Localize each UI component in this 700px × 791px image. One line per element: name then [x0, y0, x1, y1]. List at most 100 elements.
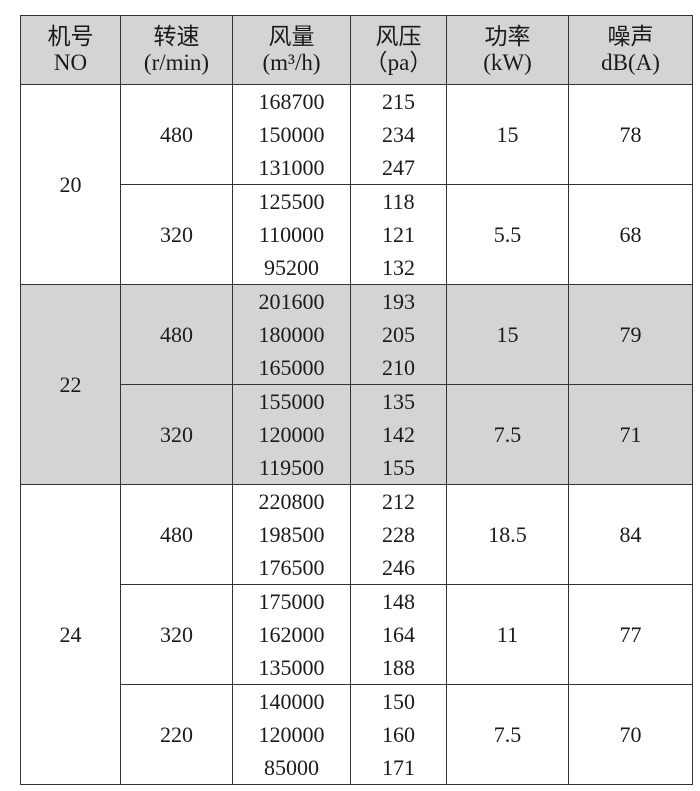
fan-spec-table: 机号 NO 转速 (r/min) 风量 (m³/h) 风压 （pa） 功率 (kW) 噪声… [20, 15, 693, 785]
table-row: 220 140000 150 7.5 70 [21, 684, 693, 785]
airflow-cell: 165000 [232, 351, 351, 385]
header-unit: （pa） [364, 50, 433, 75]
pressure-cell: 164 [350, 618, 447, 651]
power-cell: 11 [446, 584, 569, 685]
airflow-cell: 110000 [232, 218, 351, 251]
pressure-cell: 160 [350, 718, 447, 751]
table-row: 120000 160 [21, 718, 693, 751]
pressure-cell: 247 [350, 151, 447, 185]
pressure-cell: 135 [350, 384, 447, 418]
airflow-cell: 131000 [232, 151, 351, 185]
airflow-cell: 162000 [232, 618, 351, 651]
pressure-cell: 205 [350, 318, 447, 351]
header-unit: (kW) [483, 50, 532, 75]
header-noise: 噪声 dB(A) [568, 15, 693, 85]
speed-cell: 320 [120, 184, 233, 285]
airflow-cell: 180000 [232, 318, 351, 351]
noise-cell: 68 [568, 184, 693, 285]
table-row: 180000 205 [21, 318, 693, 351]
pressure-cell: 188 [350, 651, 447, 685]
speed-cell: 320 [120, 584, 233, 685]
airflow-cell: 155000 [232, 384, 351, 418]
noise-cell: 70 [568, 684, 693, 785]
airflow-cell: 176500 [232, 551, 351, 585]
table-row: 110000 121 [21, 218, 693, 251]
header-label: 转速 [153, 24, 200, 49]
pressure-cell: 118 [350, 184, 447, 218]
table-row: 320 155000 135 7.5 71 [21, 384, 693, 485]
airflow-cell: 119500 [232, 451, 351, 485]
airflow-cell: 120000 [232, 418, 351, 451]
speed-cell: 480 [120, 484, 233, 585]
airflow-cell: 85000 [232, 751, 351, 785]
airflow-cell: 175000 [232, 584, 351, 618]
pressure-cell: 148 [350, 584, 447, 618]
airflow-cell: 220800 [232, 484, 351, 518]
speed-cell: 220 [120, 684, 233, 785]
table-row: 22 480 201600 193 15 79 [20, 284, 693, 485]
table-row: 198500 228 [21, 518, 693, 551]
header-unit: (r/min) [143, 50, 210, 75]
header-label: 功率 [484, 24, 531, 49]
pressure-cell: 210 [350, 351, 447, 385]
header-row: 机号 NO 转速 (r/min) 风量 (m³/h) 风压 （pa） 功率 (kW) 噪声… [20, 15, 693, 85]
table-row: 135000 188 [21, 651, 693, 685]
pressure-cell: 234 [350, 118, 447, 151]
header-label: 噪声 [607, 24, 654, 49]
airflow-cell: 150000 [232, 118, 351, 151]
airflow-cell: 125500 [232, 184, 351, 218]
noise-cell: 71 [568, 384, 693, 485]
table-row: 20 480 168700 215 15 78 [20, 84, 693, 285]
table-row: 120000 142 [21, 418, 693, 451]
machine-no-cell: 22 [20, 284, 121, 485]
header-unit: (m³/h) [262, 50, 321, 75]
table-row: 162000 164 [21, 618, 693, 651]
machine-no-cell: 24 [20, 484, 121, 785]
power-cell: 15 [446, 284, 569, 385]
header-label: 机号 [47, 24, 94, 49]
header-label: 风压 [375, 24, 422, 49]
table-row: 119500 155 [21, 451, 693, 485]
pressure-cell: 121 [350, 218, 447, 251]
machine-no-cell: 20 [20, 84, 121, 285]
pressure-cell: 215 [350, 84, 447, 118]
pressure-cell: 212 [350, 484, 447, 518]
table-row: 320 125500 118 5.5 68 [21, 184, 693, 285]
airflow-cell: 140000 [232, 684, 351, 718]
power-cell: 18.5 [446, 484, 569, 585]
pressure-cell: 142 [350, 418, 447, 451]
header-label: 风量 [268, 24, 315, 49]
table-row: 85000 171 [21, 751, 693, 785]
header-unit: NO [53, 50, 88, 75]
pressure-cell: 228 [350, 518, 447, 551]
airflow-cell: 135000 [232, 651, 351, 685]
table-row: 95200 132 [21, 251, 693, 285]
pressure-cell: 155 [350, 451, 447, 485]
header-power: 功率 (kW) [446, 15, 569, 85]
power-cell: 15 [446, 84, 569, 185]
speed-cell: 320 [120, 384, 233, 485]
header-pressure: 风压 （pa） [350, 15, 447, 85]
speed-cell: 480 [120, 284, 233, 385]
pressure-cell: 132 [350, 251, 447, 285]
power-cell: 7.5 [446, 684, 569, 785]
noise-cell: 78 [568, 84, 693, 185]
power-cell: 5.5 [446, 184, 569, 285]
noise-cell: 79 [568, 284, 693, 385]
pressure-cell: 193 [350, 284, 447, 318]
airflow-cell: 198500 [232, 518, 351, 551]
header-speed: 转速 (r/min) [120, 15, 233, 85]
table-row: 150000 234 [21, 118, 693, 151]
airflow-cell: 201600 [232, 284, 351, 318]
header-no: 机号 NO [20, 15, 121, 85]
airflow-cell: 168700 [232, 84, 351, 118]
power-cell: 7.5 [446, 384, 569, 485]
pressure-cell: 150 [350, 684, 447, 718]
airflow-cell: 120000 [232, 718, 351, 751]
pressure-cell: 171 [350, 751, 447, 785]
header-airflow: 风量 (m³/h) [232, 15, 351, 85]
table-row: 320 175000 148 11 77 [21, 584, 693, 685]
airflow-cell: 95200 [232, 251, 351, 285]
noise-cell: 77 [568, 584, 693, 685]
header-unit: dB(A) [601, 50, 660, 75]
